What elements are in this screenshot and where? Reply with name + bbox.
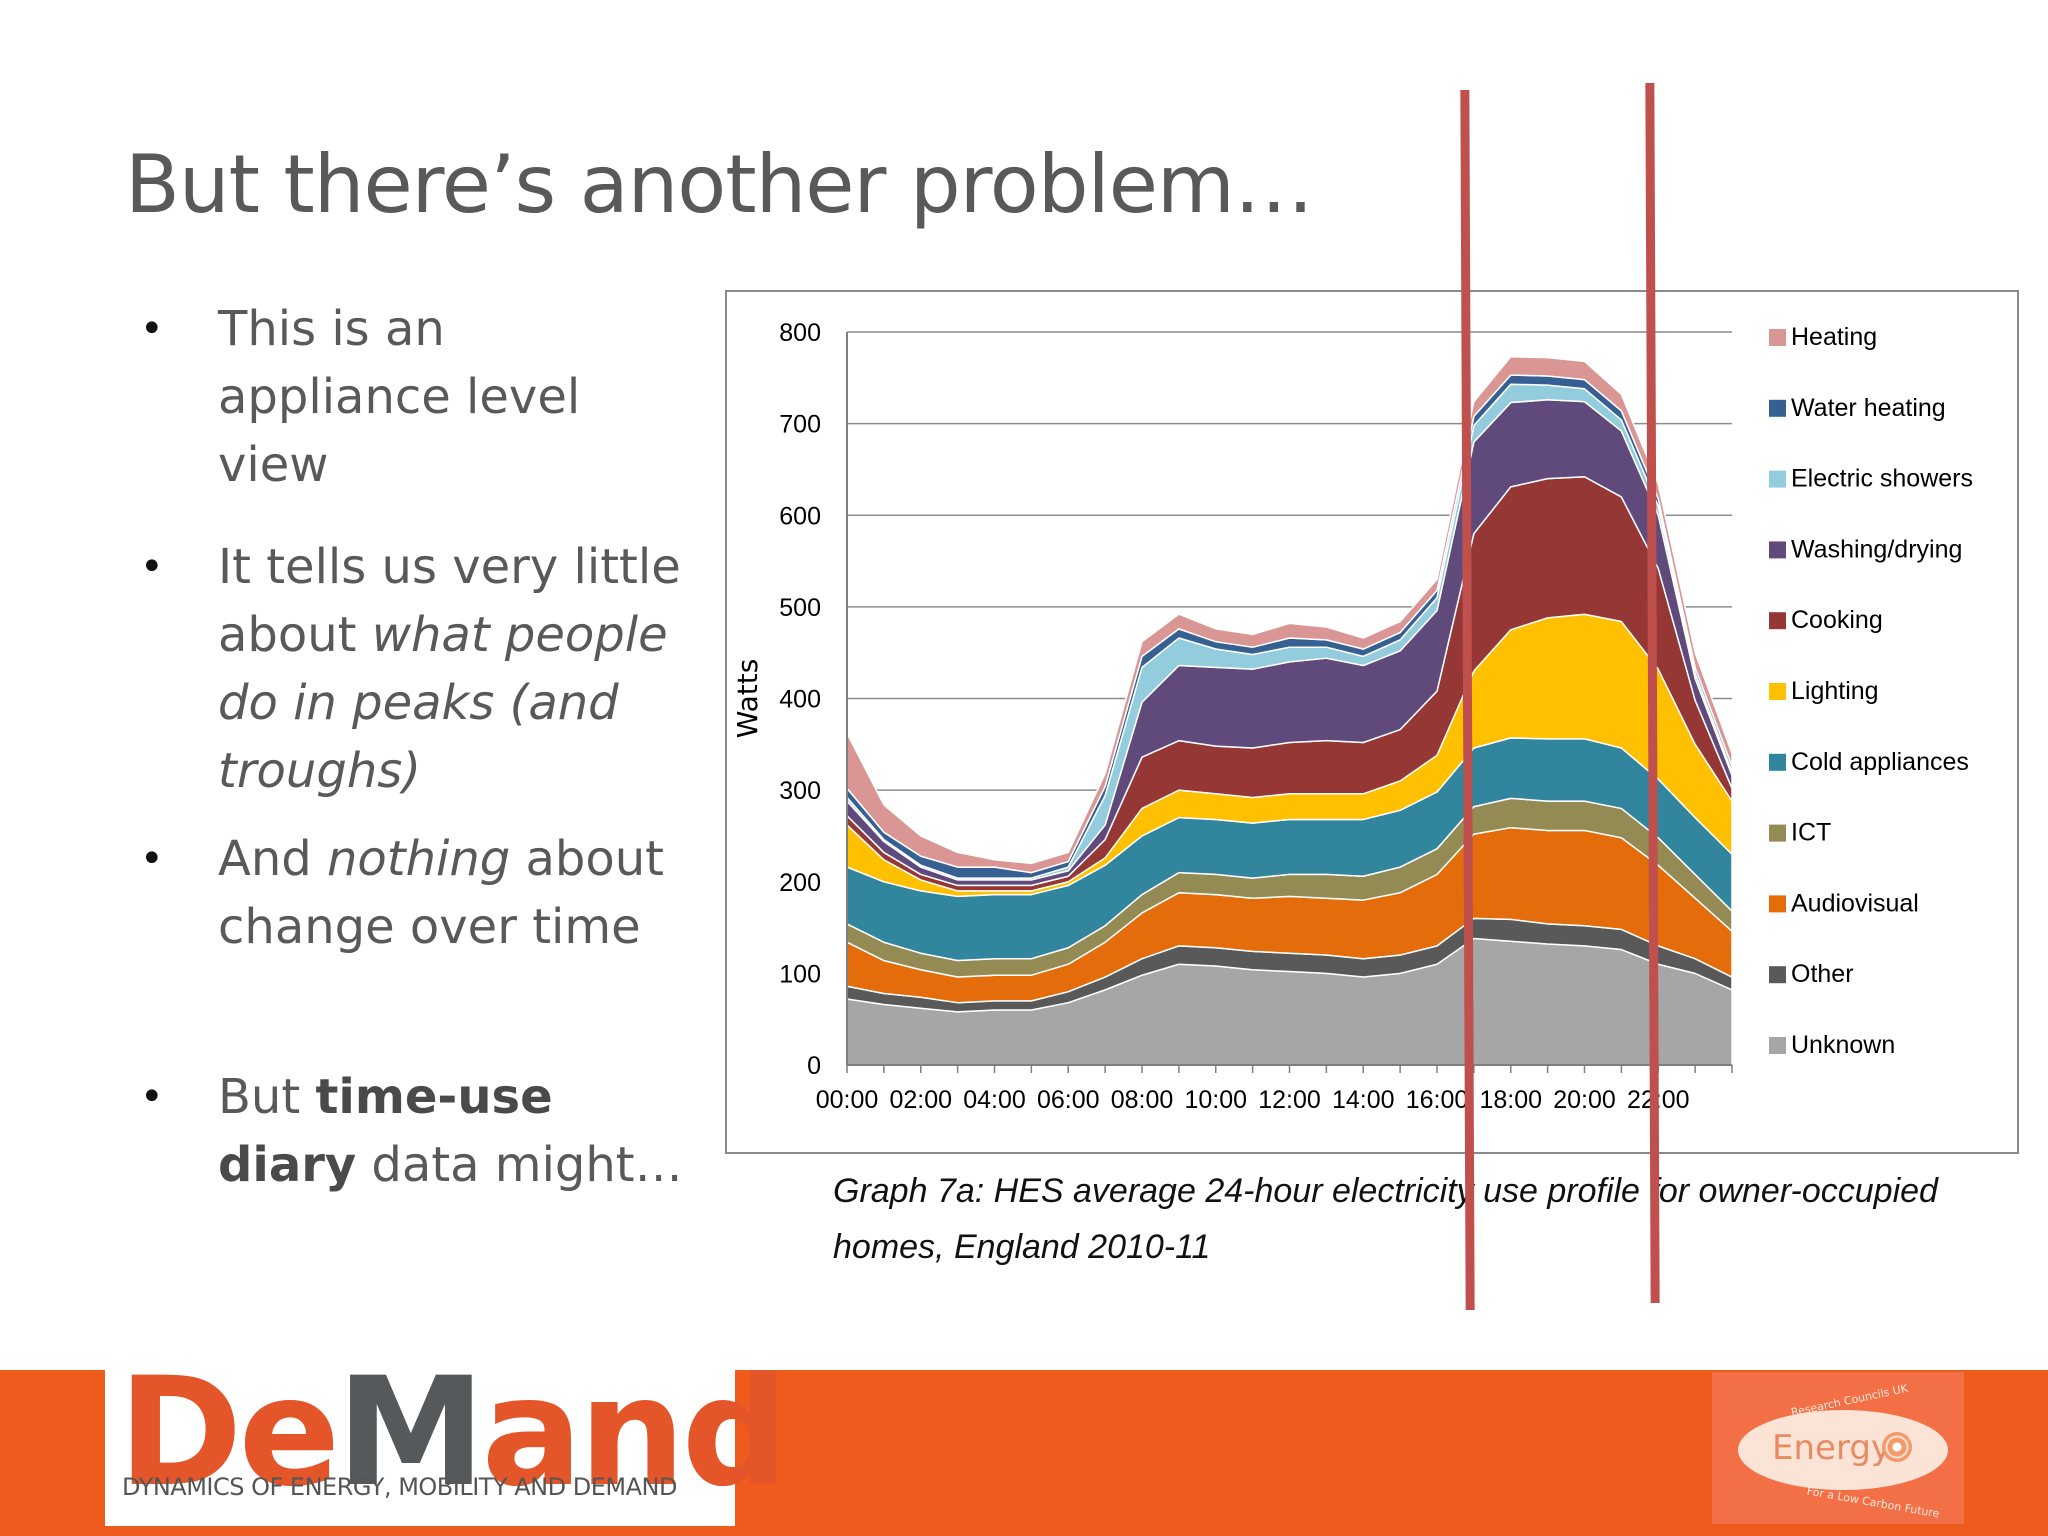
bullet-text: This is an appliance level view (218, 295, 688, 499)
energy-logo-ellipse (1738, 1410, 1948, 1490)
x-tick-label: 12:00 (1258, 1086, 1321, 1114)
bullet-segment: This is an appliance level view (218, 301, 581, 493)
bullet-segment: nothing (326, 831, 511, 887)
legend-swatch (1769, 329, 1786, 346)
energy-logo-text: Energy (1772, 1428, 1892, 1468)
legend-label: Heating (1791, 323, 1877, 351)
sun-icon (1882, 1432, 1912, 1462)
bullet-dot: • (140, 544, 164, 590)
legend-label: ICT (1791, 819, 1831, 847)
x-tick-label: 04:00 (963, 1086, 1026, 1114)
legend-swatch (1769, 612, 1786, 630)
x-tick-label: 16:00 (1406, 1086, 1469, 1114)
legend-label: Unknown (1791, 1031, 1895, 1059)
bullet-segment: It tells us very little about (218, 539, 681, 663)
x-tick-label: 14:00 (1332, 1086, 1395, 1114)
demand-logo (105, 1370, 735, 1526)
legend-label: Electric showers (1791, 465, 1973, 493)
legend-swatch (1769, 683, 1786, 700)
bullet-segment: about change over time (218, 831, 664, 955)
bullet-segment: time-use diary (218, 1069, 553, 1193)
y-tick-label: 0 (807, 1052, 821, 1080)
x-tick-label: 08:00 (1111, 1086, 1174, 1114)
legend-swatch (1769, 399, 1786, 417)
bullet-segment: And (218, 831, 327, 887)
chart-caption: Graph 7a: HES average 24-hour electricit… (833, 1172, 1938, 1266)
slide-title: But there’s another problem… (125, 138, 1314, 231)
legend-swatch (1769, 541, 1786, 559)
y-tick-label: 400 (779, 686, 821, 714)
legend-label: Cooking (1791, 606, 1883, 634)
series-area-heating (846, 355, 1733, 874)
bullet-text: It tells us very little about what peopl… (218, 533, 688, 805)
legend-label: Audiovisual (1791, 889, 1919, 917)
legend-label: Lighting (1791, 677, 1879, 705)
legend-swatch (1769, 966, 1786, 984)
bullet-text: And nothing about change over time (218, 825, 688, 961)
logo-part: M (336, 1346, 485, 1520)
y-axis-label: Watts (731, 659, 764, 739)
x-tick-label: 22:00 (1627, 1086, 1690, 1114)
x-tick-label: 10:00 (1184, 1086, 1247, 1114)
y-tick-label: 300 (779, 777, 821, 805)
demand-logo-tagline: DYNAMICS OF ENERGY, MOBILITY AND DEMAND (122, 1473, 677, 1501)
stacked-area-chart: 0 100 200 300 400 500 600 700 800 00:00 02:00 04:00… (731, 319, 1973, 1114)
bullet-segment: data might… (356, 1137, 683, 1193)
y-tick-label: 800 (779, 319, 821, 347)
bullet-segment: what people do in peaks (and troughs) (218, 607, 668, 799)
legend-label: Cold appliances (1791, 748, 1969, 776)
y-tick-label: 500 (779, 594, 821, 622)
legend-swatch (1769, 753, 1786, 771)
legend-label: Other (1791, 960, 1854, 988)
y-tick-label: 200 (779, 869, 821, 897)
x-tick-label: 00:00 (816, 1086, 879, 1114)
y-tick-label: 100 (779, 960, 821, 988)
x-tick-label: 06:00 (1037, 1086, 1100, 1114)
x-tick-label: 02:00 (889, 1086, 952, 1114)
legend-swatch (1769, 1037, 1786, 1054)
x-tick-label: 18:00 (1479, 1086, 1542, 1114)
legend-swatch (1769, 824, 1786, 842)
legend-swatch (1769, 895, 1786, 913)
legend-label: Washing/drying (1791, 535, 1962, 563)
bullet-dot: • (140, 306, 164, 352)
legend-swatch (1769, 470, 1786, 488)
bullet-text: But time-use diary data might… (218, 1063, 688, 1199)
x-tick-label: 20:00 (1553, 1086, 1616, 1114)
y-tick-label: 700 (779, 411, 821, 439)
bullet-segment: But (218, 1069, 316, 1125)
logo-part: and (481, 1346, 789, 1520)
demand-logo-wordmark: DeMand (118, 1358, 789, 1508)
y-tick-label: 600 (779, 502, 821, 530)
bullet-dot: • (140, 836, 164, 882)
logo-part: De (118, 1346, 340, 1520)
bullet-dot: • (140, 1074, 164, 1120)
legend-label: Water heating (1791, 394, 1946, 422)
